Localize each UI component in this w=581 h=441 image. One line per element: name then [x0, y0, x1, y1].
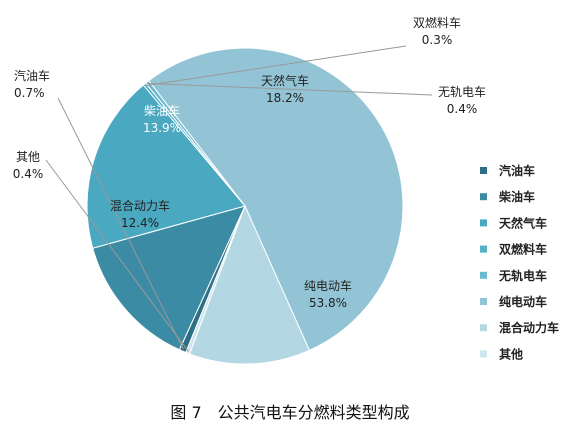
slice-name-label: 其他 [16, 150, 40, 164]
slice-name-label: 无轨电车 [438, 84, 486, 99]
slice-name-label: 天然气车 [261, 73, 309, 88]
leader-line [45, 159, 189, 352]
legend-swatch [480, 271, 487, 279]
slice-value-label: 0.4% [13, 167, 44, 181]
legend-swatch [480, 350, 487, 358]
leader-line [145, 45, 407, 87]
leader-line [148, 83, 433, 96]
legend-label: 天然气车 [499, 215, 547, 230]
legend-label: 其他 [499, 346, 523, 361]
legend-swatch [480, 167, 487, 174]
pie-slice [148, 47, 404, 351]
legend-swatch [480, 298, 487, 305]
slice-name-label: 纯电动车 [304, 278, 352, 293]
pie-slice [92, 205, 246, 351]
slice-name-label: 双燃料车 [413, 15, 461, 30]
legend-label: 纯电动车 [499, 294, 547, 309]
pie-slice [86, 84, 246, 249]
legend-label: 混合动力车 [499, 320, 559, 335]
pie-slice [188, 204, 311, 365]
slice-name-label: 柴油车 [144, 103, 180, 118]
slice-value-label: 13.9% [143, 121, 181, 135]
pie-slice [185, 205, 246, 355]
slice-value-label: 0.4% [447, 102, 478, 116]
legend-label: 汽油车 [499, 163, 535, 178]
slice-value-label: 0.3% [422, 33, 453, 47]
slice-name-label: 混合动力车 [110, 198, 170, 213]
legend-label: 无轨电车 [498, 268, 547, 283]
legend-swatch [480, 324, 487, 332]
slice-value-label: 0.7% [14, 86, 45, 100]
legend-label: 双燃料车 [499, 242, 547, 257]
slice-value-label: 12.4% [121, 216, 159, 230]
legend-swatch [480, 219, 487, 227]
legend-swatch [480, 245, 487, 253]
legend-swatch [480, 193, 487, 201]
slice-value-label: 18.2% [266, 91, 304, 105]
slice-value-label: 53.8% [309, 296, 347, 310]
legend-label: 柴油车 [498, 189, 535, 204]
chart-caption: 图 7 公共汽电车分燃料类型构成 [170, 403, 409, 422]
leader-line [57, 97, 184, 350]
slice-name-label: 汽油车 [14, 68, 50, 83]
